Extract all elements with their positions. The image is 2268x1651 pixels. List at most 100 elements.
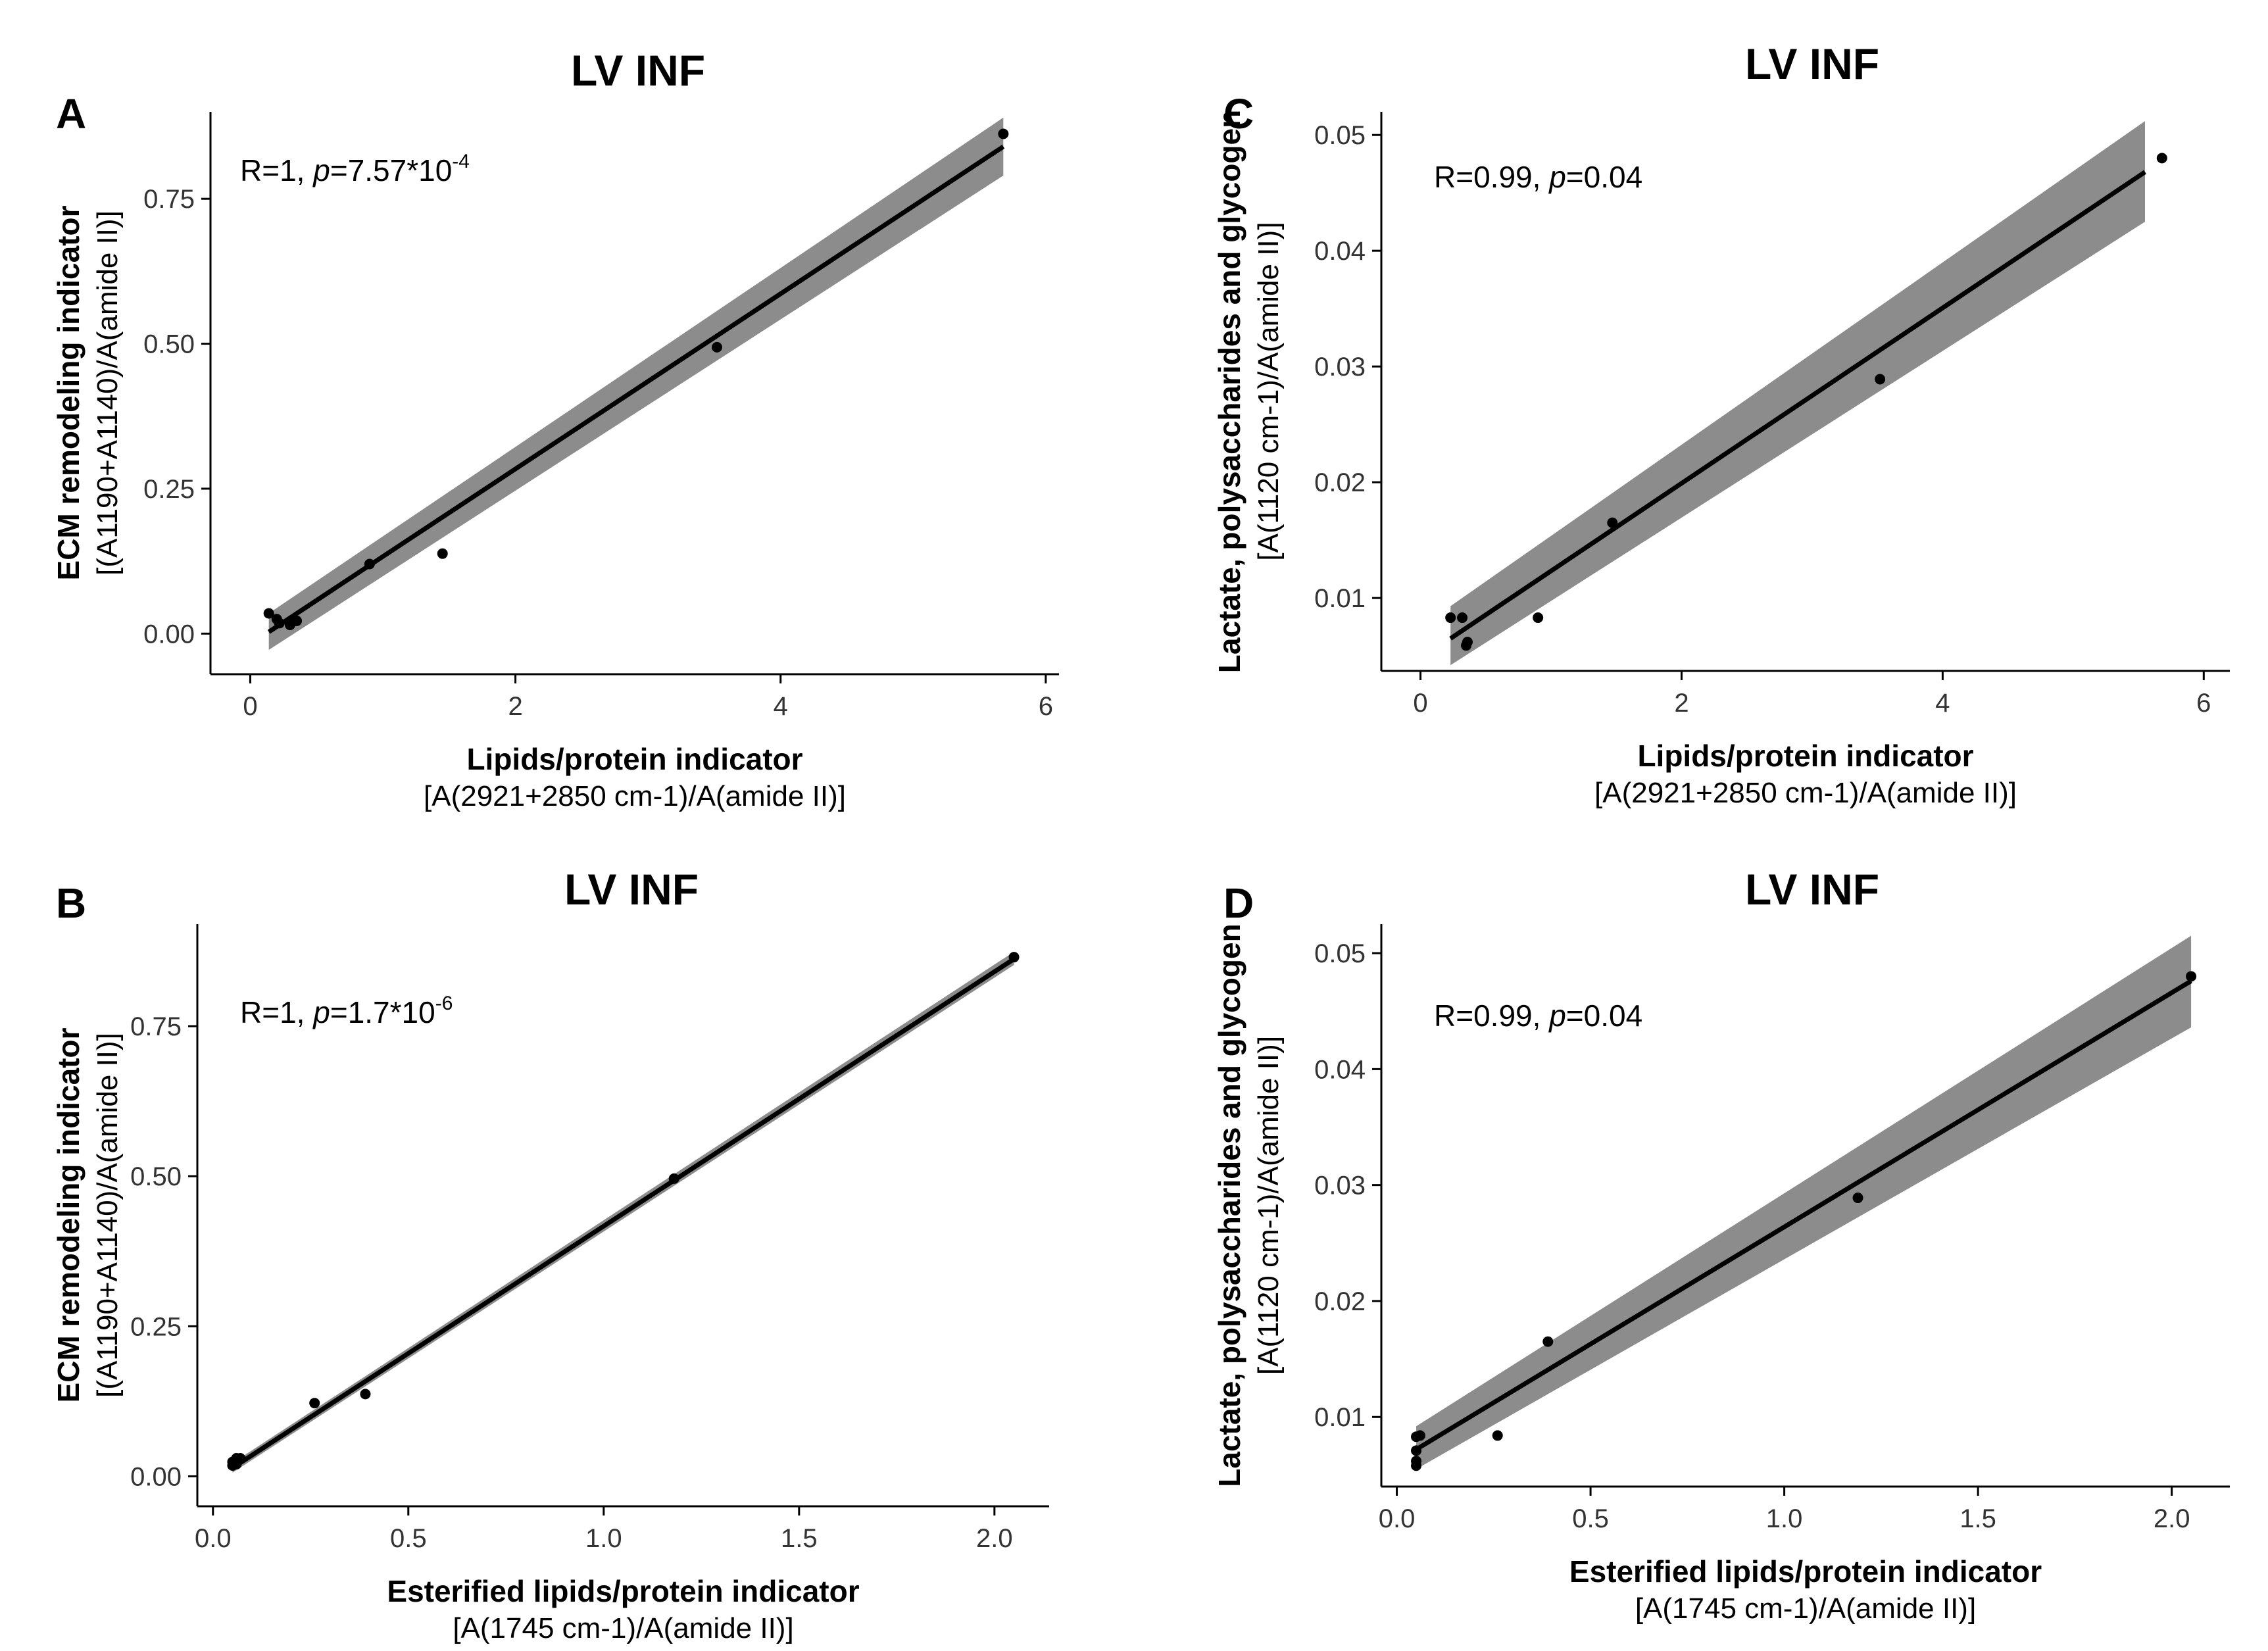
x-tick-label: 0.5 — [1572, 1504, 1609, 1533]
y-tick-label: 0.02 — [1314, 1287, 1366, 1316]
chart-title: LV INF — [1745, 39, 1879, 88]
y-tick-label: 0.25 — [143, 475, 195, 504]
data-point — [437, 548, 448, 559]
data-point — [2156, 153, 2167, 164]
x-tick-label: 1.5 — [781, 1524, 818, 1553]
y-axis-sublabel: [(A1190+A1140)/A(amide II)] — [91, 1033, 124, 1398]
data-point — [1414, 1430, 1425, 1441]
regression-line — [231, 956, 1016, 1470]
x-tick-label: 4 — [1935, 689, 1950, 718]
y-axis-label: Lactate, polysaccharides and glycogen — [1212, 924, 1246, 1487]
data-point — [1533, 612, 1544, 624]
data-point — [1457, 612, 1468, 624]
x-tick-label: 0.0 — [1379, 1504, 1416, 1533]
correlation-annotation: R=1, p=7.57*10-4 — [240, 151, 470, 187]
panel-letter: D — [1223, 879, 1254, 927]
data-point — [1492, 1430, 1503, 1441]
y-tick-label: 0.01 — [1314, 584, 1366, 613]
x-axis-label: Lipids/protein indicator — [466, 742, 802, 776]
x-axis-sublabel: [A(1745 cm-1)/A(amide II)] — [453, 1612, 793, 1644]
y-tick-label: 0.75 — [130, 1012, 182, 1041]
chart-title: LV INF — [564, 865, 699, 914]
x-tick-label: 2.0 — [976, 1524, 1013, 1553]
correlation-annotation: R=0.99, p=0.04 — [1434, 998, 1642, 1033]
data-point — [1411, 1460, 1422, 1471]
x-tick-label: 6 — [1039, 692, 1053, 721]
y-tick-label: 0.00 — [143, 620, 195, 649]
x-tick-label: 0 — [1413, 689, 1427, 718]
y-tick-label: 0.03 — [1314, 1171, 1366, 1200]
x-tick-label: 1.0 — [585, 1524, 622, 1553]
panel-letter: A — [56, 90, 86, 137]
confidence-band — [1416, 935, 2192, 1469]
data-point — [1411, 1445, 1422, 1456]
x-tick-label: 2 — [1674, 689, 1689, 718]
data-point — [364, 558, 375, 570]
data-point — [668, 1173, 679, 1184]
panel-letter: C — [1223, 90, 1254, 137]
x-tick-label: 0.5 — [390, 1524, 427, 1553]
data-point — [291, 615, 303, 626]
data-point — [360, 1389, 371, 1400]
panel-letter: B — [56, 879, 86, 927]
y-tick-label: 0.01 — [1314, 1403, 1366, 1432]
x-axis-sublabel: [A(2921+2850 cm-1)/A(amide II)] — [424, 780, 846, 812]
data-point — [1875, 374, 1886, 385]
regression-line — [1449, 170, 2146, 641]
correlation-annotation: R=0.99, p=0.04 — [1434, 160, 1642, 194]
data-point — [1461, 640, 1471, 651]
x-tick-label: 0.0 — [195, 1524, 232, 1553]
chart-title: LV INF — [1745, 865, 1879, 914]
y-tick-label: 0.02 — [1314, 468, 1366, 497]
x-axis-label: Esterified lipids/protein indicator — [1569, 1554, 2042, 1589]
y-tick-label: 0.04 — [1314, 1055, 1366, 1084]
chart-title: LV INF — [571, 46, 705, 95]
x-tick-label: 1.0 — [1766, 1504, 1803, 1533]
x-axis-sublabel: [A(1745 cm-1)/A(amide II)] — [1635, 1592, 1976, 1625]
y-axis-label: ECM remodeling indicator — [51, 1027, 86, 1402]
data-point — [1607, 517, 1618, 528]
data-point — [235, 1453, 246, 1464]
y-axis-sublabel: [A(1120 cm-1)/A(amide II)] — [1252, 1036, 1285, 1375]
chart-panel-b: B LV INF 0.0 0.5 1.0 1.5 2.0 0.00 0.25 0.50 0.75 R=… — [51, 865, 1049, 1644]
y-tick-label: 0.75 — [143, 185, 195, 214]
data-point — [1852, 1193, 1863, 1204]
data-point — [1542, 1336, 1554, 1347]
data-point — [711, 341, 722, 353]
y-tick-label: 0.05 — [1314, 121, 1366, 150]
x-axis-label: Esterified lipids/protein indicator — [387, 1574, 859, 1608]
correlation-annotation: R=1, p=1.7*10-6 — [240, 993, 453, 1029]
y-tick-label: 0.50 — [143, 330, 195, 359]
regression-line — [1415, 979, 2192, 1452]
x-tick-label: 4 — [774, 692, 788, 721]
data-point — [274, 618, 285, 629]
chart-panel-a: A LV INF 0 2 4 6 0.00 0.25 0.50 0.75 R=1, p=7.57*1… — [51, 46, 1059, 812]
y-tick-label: 0.50 — [130, 1162, 182, 1191]
y-tick-label: 0.04 — [1314, 237, 1366, 266]
y-tick-label: 0.03 — [1314, 353, 1366, 382]
x-axis-label: Lipids/protein indicator — [1637, 739, 1973, 773]
data-point — [263, 608, 274, 619]
x-tick-label: 1.5 — [1960, 1504, 1996, 1533]
confidence-band — [1450, 121, 2145, 666]
y-axis-label: ECM remodeling indicator — [51, 205, 86, 580]
x-tick-label: 6 — [2196, 689, 2211, 718]
y-axis-sublabel: [(A1190+A1140)/A(amide II)] — [91, 210, 124, 576]
x-tick-label: 0 — [243, 692, 257, 721]
y-tick-label: 0.00 — [130, 1462, 182, 1491]
y-axis-label: Lactate, polysaccharides and glycogen — [1212, 110, 1246, 673]
chart-panel-c: C LV INF 0 2 4 6 0.01 0.02 0.03 0.04 0.05 R=0.99, p… — [1212, 39, 2230, 809]
data-point — [309, 1398, 320, 1409]
chart-panel-d: D LV INF 0.0 0.5 1.0 1.5 2.0 0.01 0.02 0.03 0.04 0.… — [1212, 865, 2230, 1625]
regression-line — [267, 144, 1005, 634]
y-tick-label: 0.25 — [130, 1312, 182, 1341]
data-point — [2186, 971, 2197, 982]
y-axis-sublabel: [A(1120 cm-1)/A(amide II)] — [1252, 222, 1285, 560]
x-tick-label: 2.0 — [2154, 1504, 2190, 1533]
x-tick-label: 2 — [508, 692, 522, 721]
x-axis-sublabel: [A(2921+2850 cm-1)/A(amide II)] — [1594, 777, 2017, 809]
data-point — [1008, 952, 1020, 963]
data-point — [1445, 612, 1456, 624]
confidence-band — [268, 117, 1004, 650]
